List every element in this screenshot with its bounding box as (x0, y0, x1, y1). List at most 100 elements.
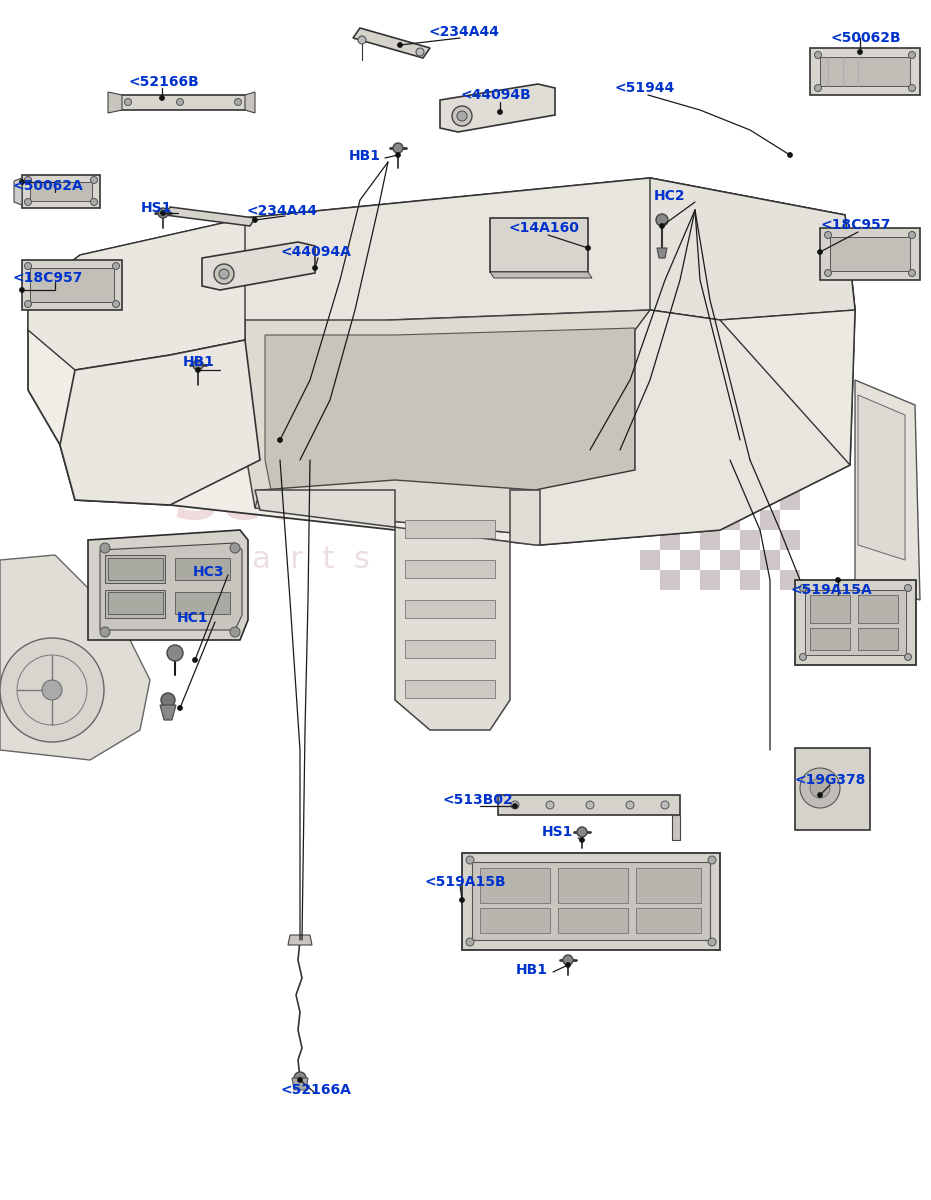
Circle shape (398, 42, 402, 48)
Bar (640, 550, 660, 570)
Text: <52166B: <52166B (128, 74, 198, 89)
Circle shape (298, 1078, 303, 1082)
Polygon shape (255, 490, 540, 730)
Bar (720, 430, 740, 450)
Bar (680, 510, 700, 530)
Circle shape (24, 300, 32, 307)
Circle shape (565, 962, 571, 967)
Text: <519A15B: <519A15B (424, 875, 506, 889)
Circle shape (158, 208, 168, 218)
Circle shape (800, 768, 840, 808)
Circle shape (825, 270, 831, 276)
Circle shape (659, 223, 665, 228)
Bar (660, 490, 680, 510)
Bar (660, 570, 680, 590)
Circle shape (905, 584, 911, 592)
Text: <18C957: <18C957 (12, 271, 82, 284)
Polygon shape (795, 748, 870, 830)
Circle shape (800, 584, 806, 592)
Circle shape (90, 176, 98, 184)
Bar (720, 510, 740, 530)
Bar (558, 908, 628, 934)
Circle shape (656, 214, 668, 226)
Polygon shape (28, 178, 855, 340)
Circle shape (563, 955, 573, 965)
Bar (760, 470, 780, 490)
Bar (405, 560, 495, 578)
Circle shape (0, 638, 104, 742)
Bar (700, 490, 720, 510)
Bar (760, 430, 780, 450)
Polygon shape (535, 310, 850, 545)
Circle shape (100, 542, 110, 553)
Circle shape (125, 98, 131, 106)
Bar (558, 868, 628, 902)
Polygon shape (88, 530, 248, 640)
Text: <50062B: <50062B (830, 31, 900, 44)
Text: <234A44: <234A44 (428, 25, 499, 38)
Polygon shape (490, 272, 592, 278)
Circle shape (20, 180, 24, 185)
Circle shape (460, 898, 465, 902)
Polygon shape (108, 92, 122, 113)
Bar (480, 868, 550, 902)
Polygon shape (245, 310, 650, 535)
Text: <234A44: <234A44 (247, 204, 318, 218)
Circle shape (661, 802, 669, 809)
Bar (858, 595, 898, 623)
Bar (720, 550, 740, 570)
Circle shape (909, 52, 915, 59)
Polygon shape (472, 862, 710, 940)
Circle shape (810, 778, 830, 798)
Bar (660, 530, 680, 550)
Polygon shape (100, 542, 242, 630)
Circle shape (626, 802, 634, 809)
Polygon shape (160, 704, 176, 720)
Circle shape (313, 265, 317, 270)
Bar (480, 908, 550, 934)
Circle shape (396, 152, 400, 157)
Polygon shape (255, 480, 535, 535)
Polygon shape (245, 92, 255, 113)
Circle shape (230, 542, 240, 553)
Text: HS1: HS1 (542, 826, 573, 839)
Polygon shape (490, 218, 588, 272)
Bar (780, 450, 800, 470)
Polygon shape (830, 236, 910, 271)
Circle shape (24, 176, 32, 184)
Polygon shape (292, 1078, 308, 1090)
Polygon shape (30, 268, 114, 302)
Text: HC1: HC1 (177, 611, 209, 625)
Circle shape (416, 48, 424, 56)
Text: <513B02: <513B02 (443, 793, 514, 806)
Bar (700, 570, 720, 590)
Polygon shape (22, 260, 122, 310)
Bar (175, 558, 230, 580)
Bar (640, 430, 660, 450)
Polygon shape (650, 178, 855, 320)
Text: <51944: <51944 (614, 80, 674, 95)
Bar (660, 450, 680, 470)
Polygon shape (462, 853, 720, 950)
Text: a  p  a  r  t  s: a p a r t s (175, 546, 370, 575)
Text: HB1: HB1 (183, 355, 215, 370)
Circle shape (177, 98, 183, 106)
Circle shape (196, 367, 200, 372)
Circle shape (579, 838, 585, 842)
Bar (780, 490, 800, 510)
Bar (108, 558, 163, 580)
Circle shape (466, 856, 474, 864)
Circle shape (160, 210, 166, 216)
Polygon shape (657, 248, 667, 258)
Bar (105, 590, 165, 618)
Circle shape (857, 49, 862, 54)
Bar (105, 554, 165, 583)
Circle shape (193, 360, 203, 370)
Circle shape (20, 288, 24, 293)
Circle shape (815, 52, 821, 59)
Polygon shape (165, 206, 255, 226)
Circle shape (235, 98, 241, 106)
Bar (810, 628, 850, 650)
Polygon shape (28, 218, 245, 370)
Polygon shape (650, 310, 855, 470)
